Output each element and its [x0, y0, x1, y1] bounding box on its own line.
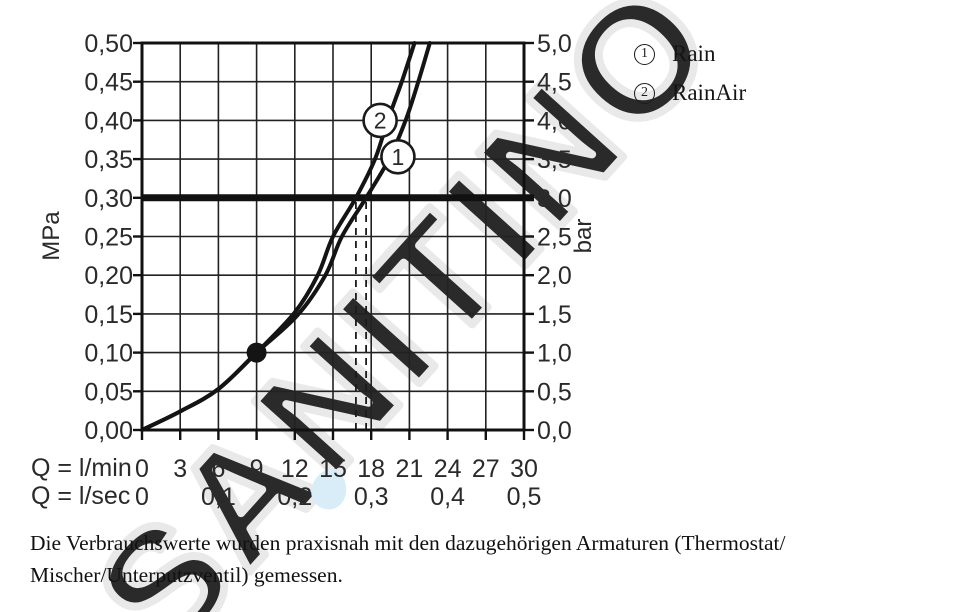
xtick-lmin: 24	[434, 455, 462, 483]
ytick-right: 4,0	[537, 107, 572, 135]
curve-label-1: 1	[392, 144, 405, 170]
xtick-lmin: 6	[211, 455, 225, 483]
xtick-lmin: 3	[173, 455, 187, 483]
xtick-lmin: 21	[395, 455, 423, 483]
xtick-lmin: 18	[357, 455, 385, 483]
x-axis-prefix-lmin: Q = l/min	[31, 454, 132, 482]
xtick-lmin: 27	[472, 455, 500, 483]
data-point-marker	[246, 342, 267, 363]
xtick-lsec: 0	[135, 483, 149, 511]
ytick-right: 0,0	[537, 417, 572, 445]
ytick-left: 0,05	[84, 378, 133, 406]
ytick-left: 0,15	[84, 301, 133, 329]
xtick-lsec: 0,4	[430, 483, 465, 511]
caption-line-1: Die Verbrauchswerte wurden praxisnah mit…	[30, 531, 786, 555]
ytick-right: 1,0	[537, 340, 572, 368]
ytick-right: 3,0	[537, 185, 572, 213]
ytick-left: 0,35	[84, 146, 133, 174]
xtick-lsec: 0,3	[354, 483, 389, 511]
ytick-left: 0,10	[84, 340, 133, 368]
curve-label-circle-1	[380, 138, 416, 175]
legend-label-rain: Rain	[672, 41, 716, 66]
x-axis-prefix-lsec: Q = l/sec	[31, 482, 130, 510]
curve-label-circle-2	[362, 102, 398, 139]
ytick-right: 2,5	[537, 224, 572, 252]
ytick-left: 0,45	[84, 69, 133, 97]
ytick-right: 3,5	[537, 146, 572, 174]
ytick-right: 4,5	[537, 69, 572, 97]
xtick-lsec: 0,1	[201, 483, 236, 511]
ytick-left: 0,40	[84, 107, 133, 135]
y-axis-unit-right: bar	[570, 219, 597, 254]
ytick-left: 0,30	[84, 185, 133, 213]
caption-line-2: Mischer/Unterputzventil) gemessen.	[30, 563, 343, 587]
ytick-left: 0,20	[84, 262, 133, 290]
ytick-right: 0,5	[537, 378, 572, 406]
xtick-lmin: 0	[135, 455, 149, 483]
xtick-lsec: 0,2	[277, 483, 312, 511]
legend-marker-1: 1	[634, 43, 655, 65]
legend-item-rain: 1 Rain	[634, 41, 746, 67]
ytick-left: 0,25	[84, 224, 133, 252]
legend-marker-2: 2	[634, 82, 655, 104]
watermark-droplet-icon	[311, 469, 347, 510]
ytick-right: 2,0	[537, 262, 572, 290]
xtick-lmin: 15	[319, 455, 347, 483]
ytick-right: 1,5	[537, 301, 572, 329]
curve-label-2: 2	[374, 107, 387, 133]
ytick-left: 0,00	[84, 417, 133, 445]
ytick-right: 5,0	[537, 30, 572, 58]
y-axis-unit-left: MPa	[38, 211, 65, 261]
xtick-lsec: 0,5	[507, 483, 542, 511]
ytick-left: 0,50	[84, 30, 133, 58]
legend-label-rainair: RainAir	[672, 80, 747, 105]
xtick-lmin: 30	[510, 455, 538, 483]
xtick-lmin: 9	[250, 455, 264, 483]
xtick-lmin: 12	[281, 455, 309, 483]
legend-item-rainair: 2 RainAir	[634, 80, 746, 106]
caption: Die Verbrauchswerte wurden praxisnah mit…	[30, 527, 940, 591]
legend: 1 Rain 2 RainAir	[634, 41, 746, 119]
